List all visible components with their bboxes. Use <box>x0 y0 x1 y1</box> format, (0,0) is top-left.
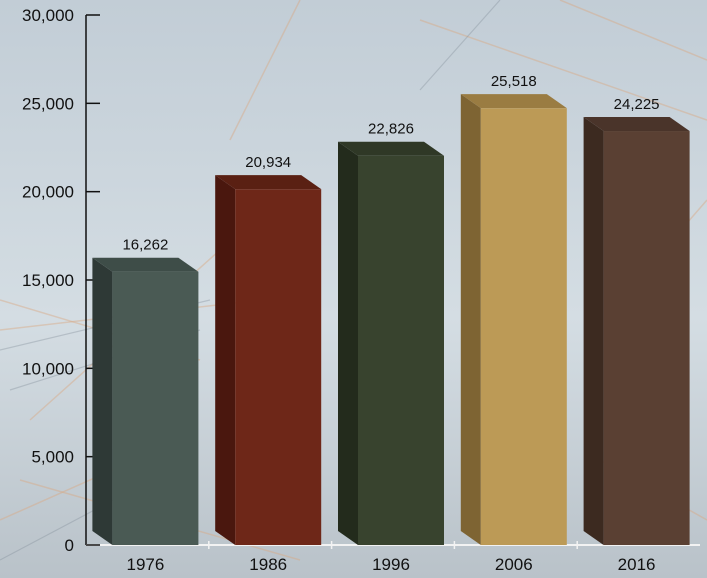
bar-2006 <box>460 94 567 545</box>
bar-1986 <box>215 175 322 545</box>
y-tick-label: 5,000 <box>31 448 74 467</box>
x-tick-label-1976: 1976 <box>126 555 164 574</box>
bar-front-face <box>480 108 567 545</box>
bar-front-face <box>235 189 322 545</box>
bar-side-face <box>583 117 604 546</box>
bar-side-face <box>338 141 358 545</box>
data-label-2016: 24,225 <box>614 96 660 113</box>
x-tick-label-1996: 1996 <box>372 555 410 574</box>
bar-1996 <box>338 141 444 545</box>
bar-2016 <box>583 117 690 546</box>
data-label-1976: 16,262 <box>122 237 168 254</box>
y-tick-label: 10,000 <box>22 359 74 378</box>
bar-top-face <box>215 175 322 190</box>
bar-1976 <box>92 257 199 545</box>
data-label-2006: 25,518 <box>491 73 537 90</box>
bar-side-face <box>460 94 481 545</box>
data-label-1996: 22,826 <box>368 121 414 138</box>
x-tick-label-2006: 2006 <box>495 555 533 574</box>
bar-top-face <box>460 94 567 109</box>
y-tick-label: 15,000 <box>22 271 74 290</box>
labels: 16,262 1976 20,934 1986 22,826 1996 25,518 2006… <box>122 73 659 574</box>
bar-top-face <box>583 117 690 132</box>
bar-side-face <box>215 175 236 545</box>
y-tick-label: 30,000 <box>22 6 74 25</box>
y-tick-label: 20,000 <box>22 183 74 202</box>
data-label-1986: 20,934 <box>245 154 291 171</box>
bar-top-face <box>92 257 199 272</box>
bar-front-face <box>358 155 444 545</box>
bars <box>92 94 690 546</box>
x-tick-label-1986: 1986 <box>249 555 287 574</box>
x-tick-label-2016: 2016 <box>618 555 656 574</box>
bar-top-face <box>338 141 444 156</box>
y-tick-label: 0 <box>65 536 74 555</box>
bar-front-face <box>112 271 199 545</box>
y-tick-label: 25,000 <box>22 94 74 113</box>
bar-front-face <box>603 131 690 545</box>
bar-side-face <box>92 257 113 545</box>
